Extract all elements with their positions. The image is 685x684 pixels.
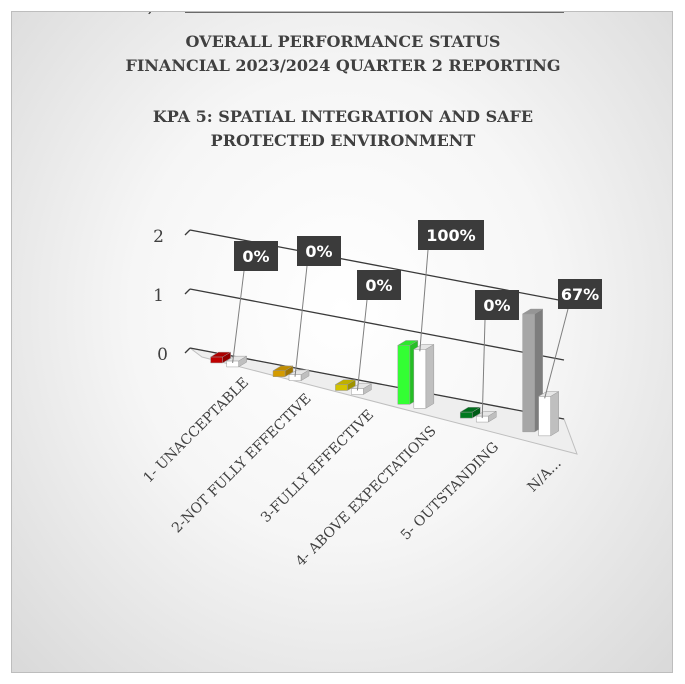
gridline xyxy=(189,347,565,420)
data-label-box xyxy=(357,270,401,300)
chart-floor xyxy=(189,347,578,455)
data-label-box xyxy=(297,236,341,266)
bar-series1-5-front xyxy=(459,411,473,419)
bar-series2-2 xyxy=(288,369,310,382)
bar-series2-6-side xyxy=(550,391,559,437)
bar-series2-2-top xyxy=(288,369,310,375)
bar-series2-4-top xyxy=(412,344,435,350)
bar-series2-4 xyxy=(412,344,435,409)
bar-series1-2-front xyxy=(272,370,286,377)
y-axis-ticks: 0 0,5 1 1,5 2 xyxy=(137,12,168,365)
bar-series1-2 xyxy=(272,365,294,378)
leader-line xyxy=(481,319,486,419)
category-label: 2-NOT FULLY EFFECTIVE xyxy=(169,391,315,537)
chart-frame: OVERALL PERFORMANCE STATUS FINANCIAL 202… xyxy=(11,11,673,673)
data-label: 0% xyxy=(365,276,392,295)
bar-series2-5-top xyxy=(475,411,498,417)
bar-series1-1-front xyxy=(210,356,223,364)
leader-line xyxy=(419,249,429,352)
leader-line xyxy=(232,270,245,364)
y-tick-label: 1 xyxy=(153,286,164,306)
bar-series2-3 xyxy=(350,383,373,395)
bar-series1-3-top xyxy=(334,379,357,385)
chart-title: OVERALL PERFORMANCE STATUS FINANCIAL 202… xyxy=(125,32,560,150)
y-tick-label: 0,5 xyxy=(137,12,164,17)
bar-series1-6-top xyxy=(521,308,544,315)
bar-series2-1-top xyxy=(225,355,248,362)
data-labels: 0% 0% 0% 100% 0% 67% xyxy=(234,220,602,320)
data-label-box xyxy=(558,279,602,309)
gridline-edge xyxy=(184,347,191,354)
gridline xyxy=(189,288,565,361)
bar-series1-1 xyxy=(209,351,232,364)
bar-series1-1-top xyxy=(209,351,232,358)
category-label: 4- ABOVE EXPECTATIONS xyxy=(293,423,440,570)
leader-line xyxy=(356,299,368,391)
bar-series1-4-front xyxy=(397,345,411,405)
bar-series2-6-top xyxy=(537,391,560,397)
bar-series2-3-top xyxy=(350,383,373,389)
bar-series1-2-top xyxy=(272,365,294,371)
bars xyxy=(209,308,560,437)
title-line-3: KPA 5: SPATIAL INTEGRATION AND SAFE xyxy=(153,107,533,126)
data-label: 0% xyxy=(305,242,332,261)
bar-series2-5 xyxy=(475,410,498,423)
bar-series1-3-front xyxy=(335,384,348,391)
category-label: N/A... xyxy=(525,455,565,495)
title-line-4: PROTECTED ENVIRONMENT xyxy=(211,131,476,150)
title-line-1: OVERALL PERFORMANCE STATUS xyxy=(186,32,501,51)
bar-series2-4-side xyxy=(425,344,435,409)
floor-plane xyxy=(189,347,578,455)
bar-series2-6 xyxy=(537,391,560,437)
leader-line xyxy=(294,265,308,377)
data-label-box xyxy=(418,220,484,250)
gridline-edge xyxy=(184,229,191,236)
bar-series2-4-front xyxy=(413,349,427,409)
y-tick-label: 2 xyxy=(153,227,164,247)
bar-series2-6-front xyxy=(538,396,551,437)
title-line-2: FINANCIAL 2023/2024 QUARTER 2 REPORTING xyxy=(125,56,560,75)
leader-line xyxy=(544,308,569,399)
chart-canvas: OVERALL PERFORMANCE STATUS FINANCIAL 202… xyxy=(125,12,602,570)
leader-lines xyxy=(232,249,569,419)
data-label-box xyxy=(234,241,278,271)
data-label: 0% xyxy=(483,296,510,315)
bar-series1-3 xyxy=(334,379,357,391)
data-label-box xyxy=(475,290,519,320)
data-label: 67% xyxy=(561,285,599,304)
gridline-edge xyxy=(184,288,191,295)
bar-series1-5 xyxy=(459,406,482,419)
bar-series1-6-front xyxy=(522,313,535,433)
bar-series1-5-top xyxy=(459,407,482,413)
data-label: 100% xyxy=(426,226,475,245)
bar-series1-4-top xyxy=(396,340,419,346)
bar-series2-1 xyxy=(225,355,248,368)
y-tick-label: 1,5 xyxy=(137,12,164,17)
y-tick-label: 0 xyxy=(157,345,168,365)
data-label: 0% xyxy=(242,247,269,266)
